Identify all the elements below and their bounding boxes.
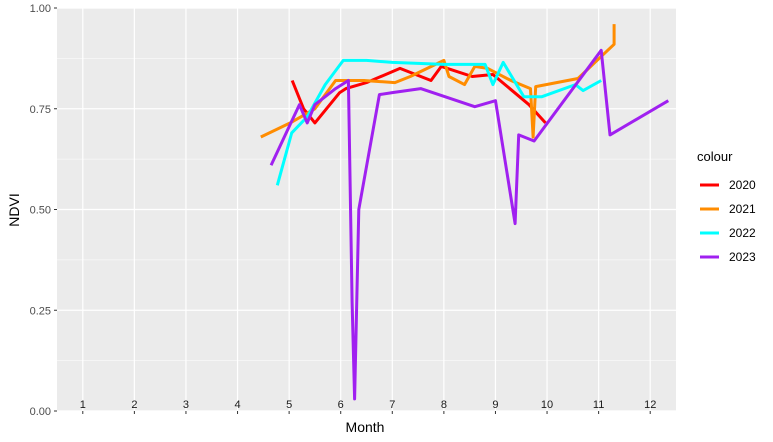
y-tick-label: 1.00 [30,3,51,15]
series-lines [260,24,670,401]
x-tick-label: 1 [80,399,86,411]
x-tick-label: 5 [286,399,292,411]
x-tick-label: 9 [492,399,498,411]
series-line-2023 [269,48,670,401]
x-tick-label: 7 [389,399,395,411]
x-axis-title: Month [346,419,385,435]
legend: colour 2020 2021 2022 2023 [697,149,756,264]
x-axis [82,411,651,414]
legend-label-2023: 2023 [729,250,756,264]
x-tick-labels: 1 2 3 4 5 6 7 8 9 10 11 12 [80,399,657,411]
y-tick-label: 0.25 [30,305,51,317]
x-tick-label: 6 [338,399,344,411]
x-tick-label: 2 [131,399,137,411]
x-tick-label: 8 [441,399,447,411]
y-axis-title: NDVI [6,193,22,226]
legend-title: colour [697,149,733,164]
legend-label-2020: 2020 [729,178,756,192]
legend-label-2022: 2022 [729,226,756,240]
x-tick-label: 4 [234,399,240,411]
y-tick-label: 0.50 [30,205,51,217]
series-line-2021 [260,24,616,139]
y-tick-label: 0.00 [30,406,51,418]
series-line-2020 [290,64,547,125]
y-tick-label: 0.75 [30,104,51,116]
x-tick-label: 10 [541,399,553,411]
legend-label-2021: 2021 [729,202,756,216]
major-gridlines [57,7,676,412]
x-tick-label: 12 [644,399,656,411]
y-axis: 0.00 0.25 0.50 0.75 1.00 [30,3,57,418]
x-tick-label: 3 [183,399,189,411]
series-line-2022 [275,58,602,186]
x-tick-label: 11 [593,399,604,411]
